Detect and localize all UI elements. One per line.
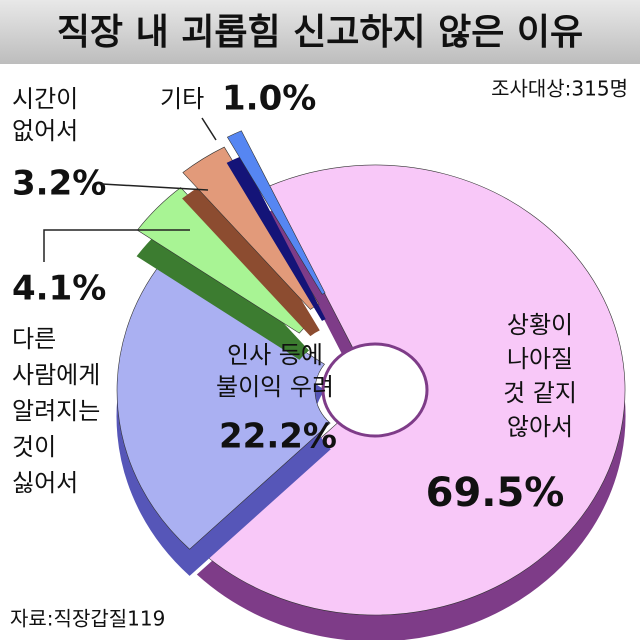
category-label: 것 같지 — [503, 379, 577, 407]
category-label: 시간이 — [12, 85, 78, 113]
value-label: 1.0% — [222, 79, 316, 119]
category-label: 사람에게 — [12, 361, 100, 389]
value-label: 69.5% — [426, 470, 565, 516]
leader-line — [43, 229, 190, 262]
donut-hole — [321, 342, 429, 438]
category-label: 인사 등에 — [227, 341, 323, 369]
subtitle: 조사대상:315명 — [491, 77, 628, 101]
category-label: 기타 — [160, 85, 204, 113]
category-label: 없어서 — [12, 117, 78, 145]
chart-title: 직장 내 괴롭힘 신고하지 않은 이유 — [57, 12, 583, 53]
leader-line — [101, 183, 209, 191]
category-label: 다른 — [12, 325, 56, 353]
category-label: 불이익 우려 — [216, 373, 334, 401]
title-bar — [0, 0, 640, 64]
category-label: 상황이 — [507, 311, 573, 339]
slice — [182, 146, 320, 310]
category-label: 나아질 — [507, 345, 573, 373]
category-label: 것이 — [12, 433, 56, 461]
slice — [226, 130, 326, 295]
category-label: 싫어서 — [12, 469, 78, 497]
value-label: 4.1% — [12, 269, 106, 309]
value-label: 3.2% — [12, 164, 106, 204]
slice — [116, 260, 331, 550]
category-label: 않아서 — [507, 413, 573, 441]
source: 자료:직장갑질119 — [10, 607, 165, 631]
leader-line — [201, 117, 217, 141]
value-label: 22.2% — [219, 417, 337, 457]
category-label: 알려지는 — [12, 397, 100, 425]
slice-side — [226, 156, 326, 321]
